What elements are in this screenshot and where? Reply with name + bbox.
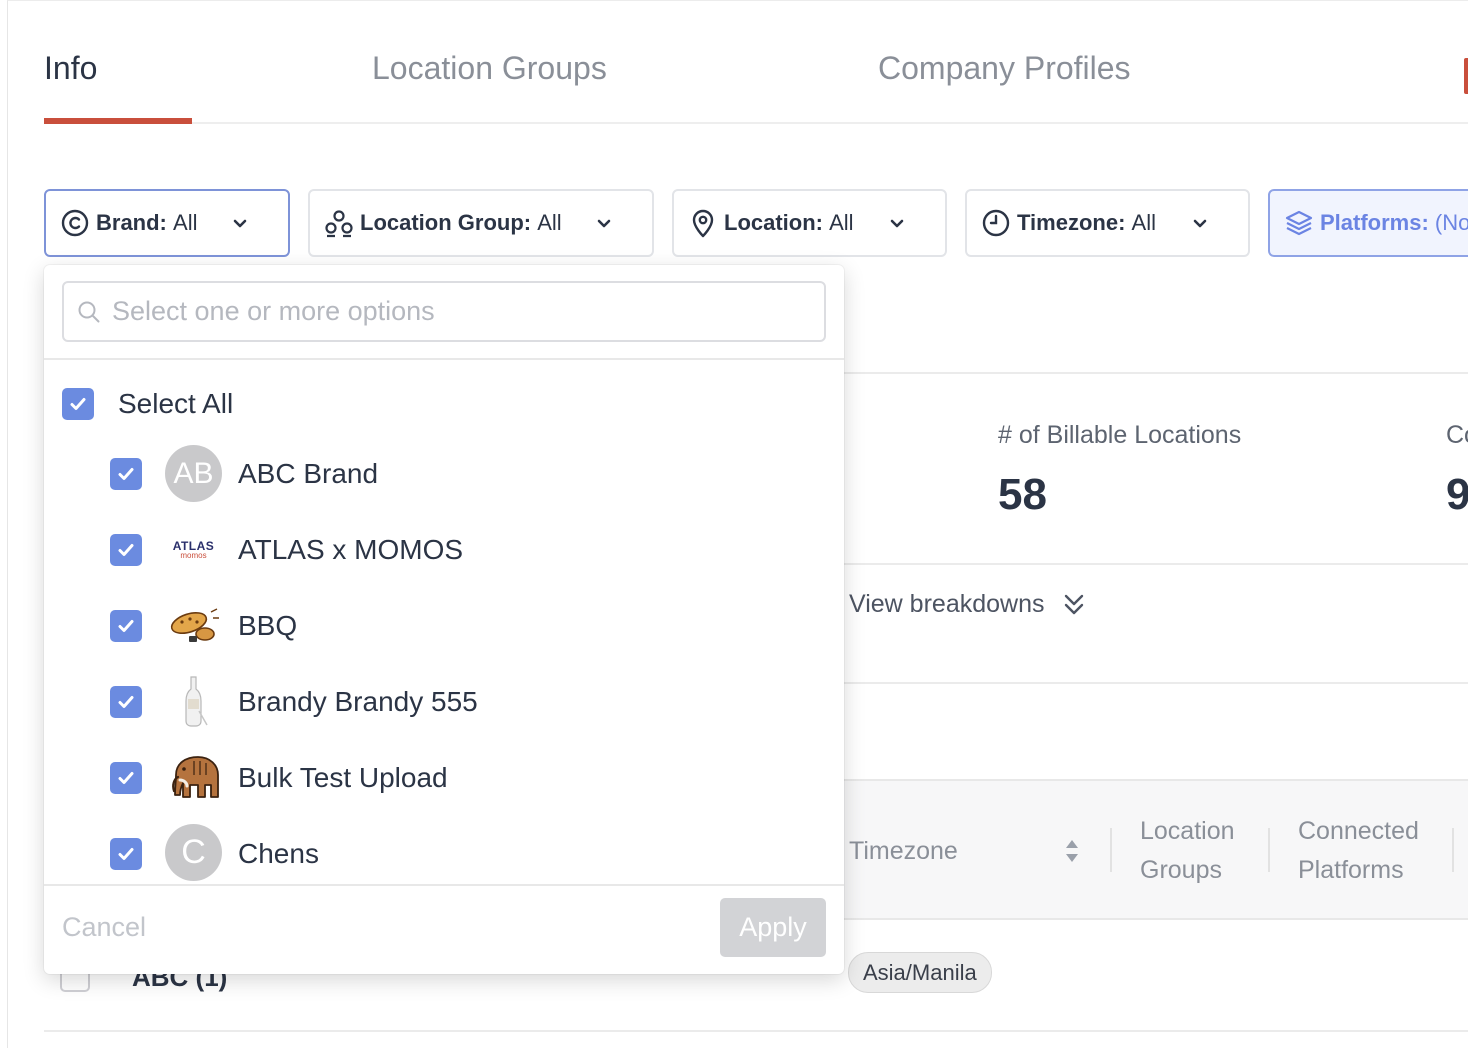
brand-avatar: C (165, 824, 222, 881)
brand-filter-value: All (173, 210, 198, 235)
mammoth-logo (165, 749, 222, 806)
cancel-button[interactable]: Cancel (62, 912, 147, 942)
option-label[interactable]: Brandy Brandy 555 (238, 686, 478, 717)
view-breakdowns-button[interactable]: View breakdowns (849, 590, 1086, 619)
connected-platforms-column-header[interactable]: Connected Platforms (1298, 812, 1419, 890)
option-checkbox[interactable] (110, 686, 142, 718)
chevron-down-icon (594, 213, 614, 233)
location-filter-value: All (829, 210, 854, 235)
billable-locations-label: # of Billable Locations (998, 421, 1242, 449)
location-groups-column-header[interactable]: Location Groups (1140, 812, 1235, 890)
chevron-down-icon (230, 213, 250, 233)
row-divider (44, 1030, 1468, 1032)
column-separator (1268, 828, 1270, 872)
timezone-filter[interactable]: Timezone: All (965, 189, 1250, 257)
option-label[interactable]: Bulk Test Upload (238, 762, 448, 793)
divider (844, 563, 1468, 565)
chevron-down-icon (1190, 213, 1210, 233)
timezone-filter-label: Timezone: (1017, 210, 1126, 235)
sort-icon[interactable] (1064, 838, 1080, 869)
location-group-filter-value: All (537, 210, 562, 235)
apply-button[interactable]: Apply (720, 898, 826, 957)
option-checkbox[interactable] (110, 762, 142, 794)
map-pin-icon (688, 208, 718, 238)
active-tab-indicator (44, 118, 192, 124)
dropdown-divider (44, 884, 844, 886)
location-group-filter[interactable]: Location Group: All (308, 189, 654, 257)
check-icon (118, 544, 134, 556)
timezone-column-header[interactable]: Timezone (849, 837, 958, 865)
location-group-filter-label: Location Group: (360, 210, 532, 235)
tab-company-profiles[interactable]: Company Profiles (878, 50, 1131, 86)
next-stat-value: 9 (1446, 470, 1468, 519)
location-filter[interactable]: Location: All (672, 189, 947, 257)
option-checkbox[interactable] (110, 534, 142, 566)
layers-icon (1284, 208, 1314, 238)
divider (844, 372, 1468, 374)
option-label[interactable]: BBQ (238, 610, 298, 641)
timezone-filter-value: All (1131, 210, 1156, 235)
atlas-logo-text: ATLAS (172, 538, 215, 553)
dropdown-divider (44, 358, 844, 360)
connected-platforms-header-line1: Connected (1298, 817, 1419, 845)
option-checkbox[interactable] (110, 610, 142, 642)
bbq-logo (165, 597, 222, 654)
tabs-divider (44, 122, 1468, 124)
brand-filter-label: Brand: (96, 210, 167, 235)
option-label[interactable]: Chens (238, 838, 319, 869)
option-label[interactable]: ABC Brand (238, 458, 379, 489)
platforms-filter[interactable]: Platforms: (No (1268, 189, 1468, 257)
check-icon (118, 848, 134, 860)
search-icon (76, 299, 102, 325)
view-breakdowns-label: View breakdowns (849, 590, 1045, 618)
tab-edge-button[interactable] (1464, 58, 1468, 94)
atlas-momos-logo: ATLAS momos (165, 521, 222, 578)
next-stat-label: Co (1446, 421, 1468, 449)
search-input[interactable] (112, 296, 792, 327)
location-groups-header-line1: Location (1140, 817, 1235, 845)
platforms-filter-label: Platforms: (1320, 210, 1429, 235)
column-separator (1452, 828, 1454, 872)
connected-platforms-header-line2: Platforms (1298, 856, 1404, 884)
clock-icon (981, 208, 1011, 238)
momos-logo-text: momos (180, 550, 207, 560)
billable-locations-value: 58 (998, 470, 1047, 519)
brand-avatar: AB (165, 445, 222, 502)
double-chevron-down-icon (1062, 592, 1086, 618)
column-separator (1110, 828, 1112, 872)
location-filter-label: Location: (724, 210, 823, 235)
chevron-down-icon (887, 213, 907, 233)
brand-dropdown: Select All AB ABC Brand ATLAS momos ATLA… (44, 265, 844, 974)
platforms-filter-value: (No (1434, 210, 1468, 235)
select-all-checkbox[interactable] (62, 388, 94, 420)
divider (844, 682, 1468, 684)
option-label[interactable]: ATLAS x MOMOS (238, 534, 464, 565)
select-all-label[interactable]: Select All (118, 388, 234, 419)
option-checkbox[interactable] (110, 838, 142, 870)
check-icon (118, 772, 134, 784)
tab-info[interactable]: Info (44, 50, 98, 86)
timezone-pill: Asia/Manila (848, 952, 992, 993)
group-icon (324, 208, 354, 238)
check-icon (118, 620, 134, 632)
search-box[interactable] (62, 281, 826, 342)
location-groups-header-line2: Groups (1140, 856, 1222, 884)
tab-location-groups[interactable]: Location Groups (372, 50, 607, 86)
check-icon (118, 468, 134, 480)
check-icon (70, 398, 86, 410)
page-frame (7, 0, 1468, 1048)
brand-filter[interactable]: Brand: All (44, 189, 290, 257)
copyright-icon (60, 208, 90, 238)
option-checkbox[interactable] (110, 458, 142, 490)
bottle-logo (165, 673, 222, 730)
check-icon (118, 696, 134, 708)
